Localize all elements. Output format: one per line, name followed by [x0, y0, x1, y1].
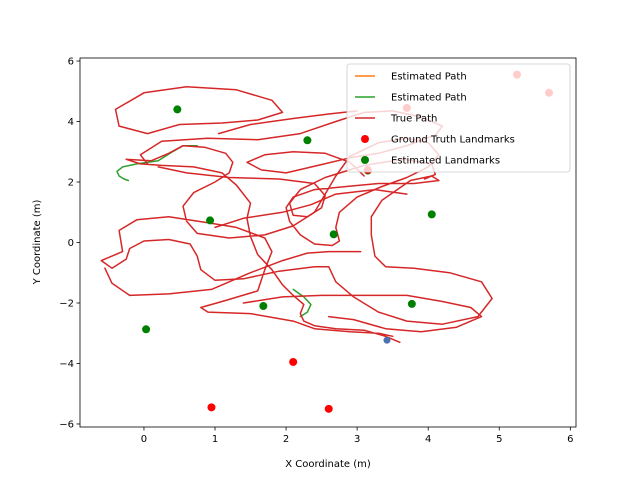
legend: Estimated Path Estimated Path True Path Gro… [346, 63, 571, 173]
y-tick-label-2: −2 [59, 298, 74, 309]
x-tick-label-3: 3 [354, 434, 360, 445]
path-line-10 [104, 267, 131, 297]
ground-truth-landmark-1 [289, 357, 298, 366]
x-tick-label-5: 5 [496, 434, 502, 445]
legend-box [346, 63, 571, 173]
y-tick-label-4: 2 [68, 178, 74, 189]
y-axis-label: Y Coordinate (m) [32, 199, 43, 285]
y-tick-label-5: 4 [68, 117, 74, 128]
path-line-5 [114, 85, 284, 135]
legend-point-swatch-4 [361, 156, 369, 164]
x-tick-label-1: 1 [212, 434, 218, 445]
estimated-landmark-8 [142, 325, 151, 334]
path-line-1 [292, 288, 312, 318]
legend-point-swatch-3 [361, 135, 369, 143]
x-axis-label: X Coordinate (m) [285, 459, 371, 470]
x-tick-label-2: 2 [283, 434, 289, 445]
path-line-6 [217, 110, 358, 135]
ground-truth-landmark-0 [207, 403, 216, 412]
robot-position-marker [383, 336, 391, 344]
y-tick-label-0: −6 [59, 419, 74, 430]
ground-truth-landmark-2 [324, 404, 333, 413]
estimated-landmark-6 [259, 302, 268, 311]
x-tick-label-0: 0 [141, 434, 147, 445]
legend-label-1: Estimated Path [391, 93, 467, 104]
estimated-landmark-4 [427, 210, 436, 219]
ticks-layer: 0 1 2 3 4 5 6 −6 −4 −2 0 2 4 6 [59, 57, 573, 445]
path-line-9 [128, 250, 362, 297]
estimated-landmark-2 [206, 216, 215, 225]
path-line-8 [214, 188, 408, 229]
estimated-landmark-0 [173, 105, 182, 114]
estimated-landmark-1 [303, 136, 312, 145]
x-tick-label-6: 6 [567, 434, 573, 445]
estimated-landmark-7 [407, 299, 416, 308]
legend-label-4: Estimated Landmarks [391, 156, 500, 167]
y-tick-label-6: 6 [68, 57, 74, 68]
y-tick-label-3: 0 [68, 238, 74, 249]
y-tick-label-1: −4 [59, 359, 74, 370]
estimated-landmark-3 [329, 230, 338, 239]
legend-label-3: Ground Truth Landmarks [391, 135, 515, 146]
path-line-7 [242, 294, 483, 333]
legend-label-2: True Path [390, 114, 437, 125]
legend-label-0: Estimated Path [391, 72, 467, 83]
x-tick-label-4: 4 [425, 434, 431, 445]
